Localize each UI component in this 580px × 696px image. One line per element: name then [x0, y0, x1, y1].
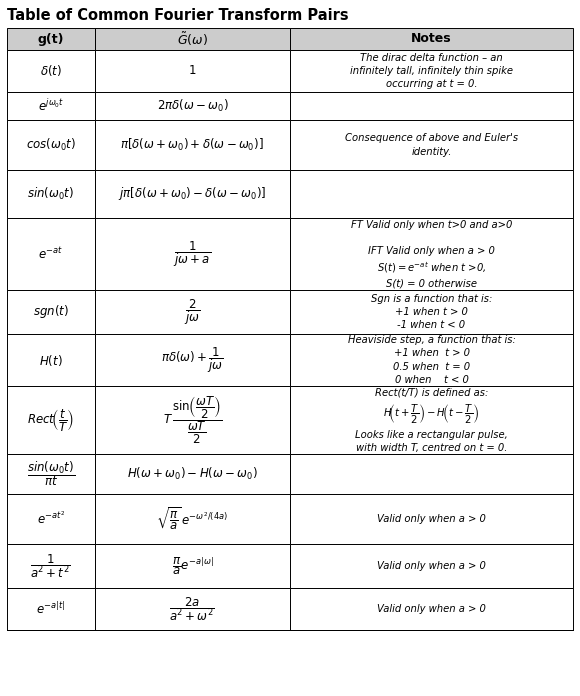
Text: Heaviside step, a function that is:
+1 when  t > 0
0.5 when  t = 0
0 when    t <: Heaviside step, a function that is: +1 w… [347, 335, 516, 385]
Text: $Rect\!\left(\dfrac{t}{T}\right)$: $Rect\!\left(\dfrac{t}{T}\right)$ [27, 407, 74, 433]
Text: Notes: Notes [411, 33, 452, 45]
Text: g(t): g(t) [38, 33, 64, 45]
Bar [95, 290, 290, 334]
Bar [95, 494, 290, 544]
Bar [7, 28, 95, 50]
Bar [7, 588, 95, 630]
Text: $\dfrac{sin(\omega_0 t)}{\pi t}$: $\dfrac{sin(\omega_0 t)}{\pi t}$ [27, 459, 75, 489]
Text: $\pi[\delta(\omega + \omega_0) + \delta(\omega - \omega_0)]$: $\pi[\delta(\omega + \omega_0) + \delta(… [121, 137, 264, 153]
Bar [290, 454, 573, 494]
Bar [95, 218, 290, 290]
Bar [95, 386, 290, 454]
Text: $H(t)$: $H(t)$ [39, 352, 63, 367]
Text: FT Valid only when t>0 and a>0

IFT Valid only when a > 0
$S(t)= e^{-at}$ when t: FT Valid only when t>0 and a>0 IFT Valid… [351, 219, 512, 288]
Bar [7, 386, 95, 454]
Text: $\dfrac{\pi}{a}e^{-a|\omega|}$: $\dfrac{\pi}{a}e^{-a|\omega|}$ [172, 555, 213, 577]
Bar [290, 50, 573, 92]
Text: $cos(\omega_0 t)$: $cos(\omega_0 t)$ [26, 137, 76, 153]
Bar [290, 588, 573, 630]
Text: $e^{-at^2}$: $e^{-at^2}$ [37, 511, 65, 528]
Text: $e^{-a|t|}$: $e^{-a|t|}$ [36, 601, 66, 617]
Bar [95, 92, 290, 120]
Text: Rect(t/T) is defined as:
$H\!\left(t+\dfrac{T}{2}\right) - H\!\left(t-\dfrac{T}{: Rect(t/T) is defined as: $H\!\left(t+\df… [355, 387, 508, 452]
Bar [95, 334, 290, 386]
Bar [7, 218, 95, 290]
Text: $\pi\delta(\omega) + \dfrac{1}{j\omega}$: $\pi\delta(\omega) + \dfrac{1}{j\omega}$ [161, 345, 224, 375]
Bar [7, 290, 95, 334]
Text: The dirac delta function – an
infinitely tall, infinitely thin spike
occurring a: The dirac delta function – an infinitely… [350, 53, 513, 89]
Text: $\delta(t)$: $\delta(t)$ [40, 63, 62, 79]
Bar [290, 544, 573, 588]
Text: Valid only when a > 0: Valid only when a > 0 [377, 514, 486, 524]
Bar [7, 494, 95, 544]
Bar [290, 120, 573, 170]
Text: $sin(\omega_0 t)$: $sin(\omega_0 t)$ [27, 186, 74, 202]
Bar [95, 588, 290, 630]
Text: $\dfrac{2a}{a^2 + \omega^2}$: $\dfrac{2a}{a^2 + \omega^2}$ [169, 595, 215, 623]
Text: Table of Common Fourier Transform Pairs: Table of Common Fourier Transform Pairs [7, 8, 349, 23]
Bar [290, 290, 573, 334]
Text: $T\,\dfrac{\sin\!\left(\dfrac{\omega T}{2}\right)}{\dfrac{\omega T}{2}}$: $T\,\dfrac{\sin\!\left(\dfrac{\omega T}{… [162, 395, 222, 445]
Bar [7, 120, 95, 170]
Text: Valid only when a > 0: Valid only when a > 0 [377, 604, 486, 614]
Bar [7, 92, 95, 120]
Text: $H(\omega + \omega_0) - H(\omega - \omega_0)$: $H(\omega + \omega_0) - H(\omega - \omeg… [127, 466, 258, 482]
Text: $e^{j\omega_0 t}$: $e^{j\omega_0 t}$ [38, 98, 64, 114]
Text: $\dfrac{1}{a^2 + t^2}$: $\dfrac{1}{a^2 + t^2}$ [31, 552, 71, 580]
Bar [95, 544, 290, 588]
Text: Valid only when a > 0: Valid only when a > 0 [377, 561, 486, 571]
Bar [95, 50, 290, 92]
Text: $\dfrac{1}{j\omega + a}$: $\dfrac{1}{j\omega + a}$ [173, 239, 211, 269]
Bar [95, 120, 290, 170]
Text: Sgn is a function that is:
+1 when t > 0
-1 when t < 0: Sgn is a function that is: +1 when t > 0… [371, 294, 492, 330]
Bar [95, 170, 290, 218]
Bar [290, 170, 573, 218]
Bar [7, 544, 95, 588]
Text: $1$: $1$ [188, 65, 197, 77]
Text: $\tilde{G}(\omega)$: $\tilde{G}(\omega)$ [177, 31, 208, 48]
Text: $sgn(t)$: $sgn(t)$ [33, 303, 69, 320]
Bar [290, 28, 573, 50]
Bar [95, 28, 290, 50]
Text: $\sqrt{\dfrac{\pi}{a}}\,e^{-\omega^2/(4a)}$: $\sqrt{\dfrac{\pi}{a}}\,e^{-\omega^2/(4a… [157, 506, 229, 532]
Text: $j\pi[\delta(\omega + \omega_0) - \delta(\omega - \omega_0)]$: $j\pi[\delta(\omega + \omega_0) - \delta… [118, 186, 267, 203]
Bar [290, 92, 573, 120]
Bar [290, 386, 573, 454]
Bar [7, 170, 95, 218]
Bar [290, 218, 573, 290]
Text: $\dfrac{2}{j\omega}$: $\dfrac{2}{j\omega}$ [184, 297, 201, 327]
Bar [7, 334, 95, 386]
Text: $2\pi\delta(\omega - \omega_0)$: $2\pi\delta(\omega - \omega_0)$ [157, 98, 228, 114]
Bar [290, 494, 573, 544]
Bar [7, 454, 95, 494]
Text: Consequence of above and Euler's
identity.: Consequence of above and Euler's identit… [345, 134, 518, 157]
Bar [95, 454, 290, 494]
Text: $e^{-at}$: $e^{-at}$ [38, 246, 63, 262]
Bar [290, 334, 573, 386]
Bar [7, 50, 95, 92]
